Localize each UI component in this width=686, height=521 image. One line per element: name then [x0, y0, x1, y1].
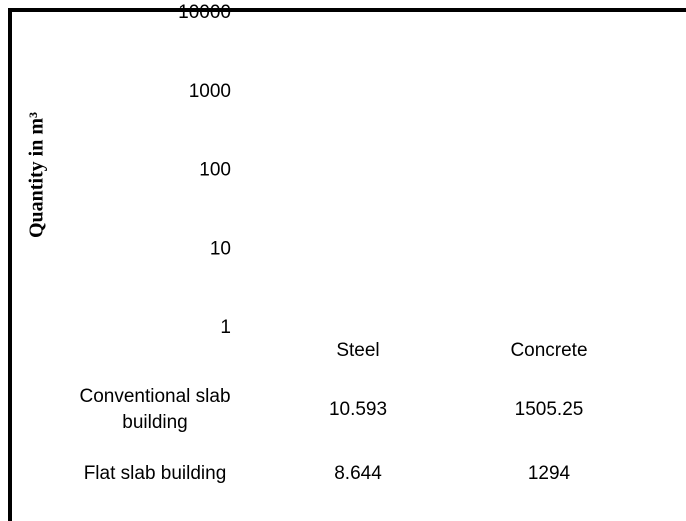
y-tick-label: 1 — [220, 317, 231, 338]
x-category-label: Steel — [336, 340, 379, 361]
data-table-value: 1294 — [528, 463, 571, 484]
y-tick-label: 10 — [210, 238, 231, 259]
frame-left — [8, 8, 12, 521]
series-name: Flat slab building — [84, 463, 227, 484]
data-table-value: 10.593 — [329, 399, 387, 420]
y-tick-label: 100 — [199, 160, 231, 181]
frame-top — [8, 8, 686, 12]
series-name: Conventional slab building — [79, 386, 230, 433]
x-category-label: Concrete — [510, 340, 587, 361]
y-tick-label: 10000 — [178, 2, 231, 23]
data-table-value: 1505.25 — [515, 399, 584, 420]
y-tick-label: 1000 — [189, 81, 231, 102]
data-table-value: 8.644 — [334, 463, 382, 484]
y-axis-title: Quantity in m³ — [26, 112, 48, 238]
